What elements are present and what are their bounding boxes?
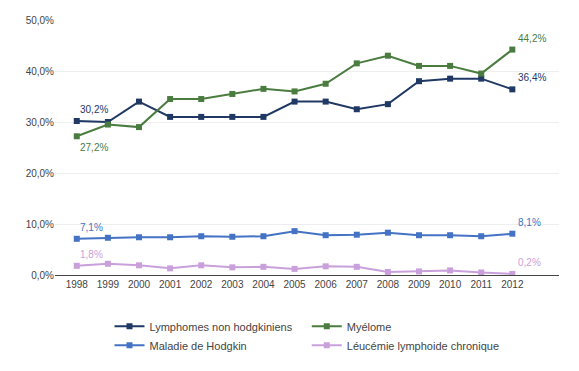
- svg-text:30,0%: 30,0%: [26, 117, 54, 128]
- svg-text:2004: 2004: [252, 279, 275, 290]
- svg-text:2012: 2012: [501, 279, 524, 290]
- svg-text:2001: 2001: [159, 279, 182, 290]
- svg-text:2011: 2011: [470, 279, 492, 290]
- svg-text:Lymphomes non hodgkiniens: Lymphomes non hodgkiniens: [150, 321, 293, 333]
- svg-text:2002: 2002: [190, 279, 213, 290]
- svg-text:40,0%: 40,0%: [26, 66, 54, 77]
- svg-text:8,1%: 8,1%: [518, 217, 541, 228]
- svg-text:44,2%: 44,2%: [518, 33, 546, 44]
- svg-text:Léucémie lymphoide chronique: Léucémie lymphoide chronique: [347, 340, 499, 352]
- svg-text:2008: 2008: [377, 279, 400, 290]
- svg-text:36,4%: 36,4%: [518, 72, 546, 83]
- svg-text:50,0%: 50,0%: [26, 15, 54, 26]
- svg-text:10,0%: 10,0%: [26, 219, 54, 230]
- svg-text:0,2%: 0,2%: [518, 257, 541, 268]
- svg-text:2005: 2005: [283, 279, 306, 290]
- svg-text:1998: 1998: [66, 279, 89, 290]
- svg-text:Myélome: Myélome: [347, 321, 392, 333]
- svg-text:2010: 2010: [439, 279, 462, 290]
- svg-text:2006: 2006: [315, 279, 338, 290]
- svg-text:2000: 2000: [128, 279, 151, 290]
- svg-text:7,1%: 7,1%: [80, 222, 103, 233]
- svg-text:1999: 1999: [97, 279, 120, 290]
- svg-text:30,2%: 30,2%: [80, 104, 108, 115]
- svg-text:1,8%: 1,8%: [80, 249, 103, 260]
- svg-text:0,0%: 0,0%: [31, 270, 54, 281]
- svg-text:2009: 2009: [408, 279, 431, 290]
- svg-text:2007: 2007: [346, 279, 369, 290]
- svg-text:27,2%: 27,2%: [80, 142, 108, 153]
- svg-text:20,0%: 20,0%: [26, 168, 54, 179]
- svg-text:2003: 2003: [221, 279, 244, 290]
- svg-text:Maladie de Hodgkin: Maladie de Hodgkin: [150, 340, 247, 352]
